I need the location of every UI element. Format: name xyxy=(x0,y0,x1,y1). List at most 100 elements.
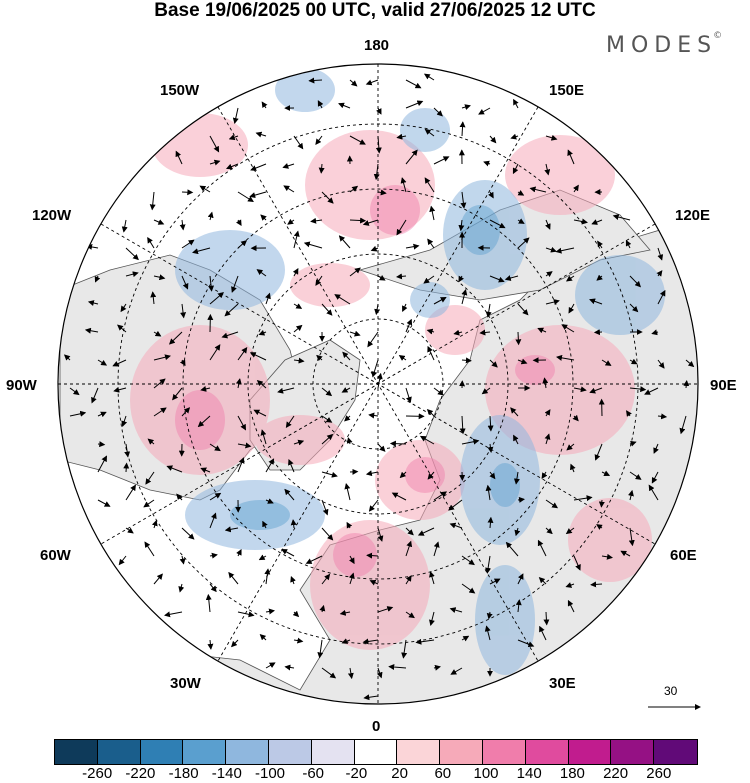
wind-vector xyxy=(125,527,134,534)
wind-vector xyxy=(293,637,304,644)
wind-vector xyxy=(250,163,267,171)
wind-vector xyxy=(461,635,470,642)
wind-vector xyxy=(264,568,271,585)
wind-vector xyxy=(594,443,603,461)
wind-vector xyxy=(433,156,450,165)
wind-vector xyxy=(225,163,239,170)
wind-vector xyxy=(657,289,666,305)
wind-vector xyxy=(388,664,407,671)
wind-vector xyxy=(308,77,323,84)
wind-vector xyxy=(419,435,435,445)
wind-vector xyxy=(87,300,99,306)
wind-vector xyxy=(517,358,528,365)
meridian-lines xyxy=(58,64,698,704)
colorbar-swatch xyxy=(183,740,227,764)
colorbar-swatch xyxy=(482,740,526,764)
wind-vector xyxy=(405,575,412,585)
wind-vector xyxy=(510,407,519,417)
wind-vector xyxy=(513,98,519,109)
wind-vector xyxy=(391,492,407,501)
wind-vector xyxy=(283,185,295,193)
wind-vector xyxy=(625,239,632,249)
wind-vector xyxy=(150,291,157,305)
wind-vector xyxy=(545,246,557,253)
colorbar-tick-label: -180 xyxy=(168,765,199,782)
wind-vector xyxy=(292,268,299,277)
wind-vector xyxy=(321,527,334,541)
wind-vector xyxy=(178,583,185,593)
wind-vector xyxy=(255,131,267,138)
wind-vector xyxy=(433,541,440,557)
wind-vector xyxy=(505,541,519,557)
wind-vector xyxy=(125,247,139,261)
wind-vector xyxy=(338,235,351,249)
wind-vector xyxy=(200,385,211,392)
wind-vector xyxy=(344,415,351,422)
wind-vector xyxy=(396,133,407,140)
wind-vector xyxy=(517,639,535,648)
wind-vector xyxy=(341,387,351,393)
wind-vector xyxy=(121,415,128,428)
colorbar-tick-label: -140 xyxy=(211,765,242,782)
colorbar-swatch xyxy=(568,740,612,764)
wind-vector xyxy=(377,274,386,281)
wind-vector xyxy=(175,150,183,165)
wind-vector xyxy=(517,496,525,503)
wind-vector xyxy=(172,387,183,401)
wind-vector xyxy=(545,271,553,278)
wind-vector xyxy=(629,303,639,313)
wind-vector xyxy=(147,236,155,249)
wind-vector xyxy=(479,329,491,336)
wind-vector xyxy=(362,638,379,645)
wind-vector xyxy=(459,121,466,137)
wind-vector xyxy=(153,378,166,389)
wind-vector xyxy=(515,331,522,346)
wind-vector xyxy=(113,386,127,393)
lon-label-30e: 30E xyxy=(549,675,576,692)
wind-vector xyxy=(344,483,351,501)
wind-vector xyxy=(484,625,491,641)
wind-vector xyxy=(573,386,587,393)
wind-vector xyxy=(256,379,267,389)
wind-vector xyxy=(253,409,267,417)
wind-vector xyxy=(293,303,303,309)
wind-vector xyxy=(401,639,408,659)
wind-vector xyxy=(321,573,331,585)
wind-vector xyxy=(402,303,408,313)
wind-vector xyxy=(485,484,492,501)
wind-vector xyxy=(315,275,323,286)
wind-vector xyxy=(153,407,167,417)
wind-vector xyxy=(487,443,494,453)
wind-vector xyxy=(612,214,631,221)
wind-vector xyxy=(537,539,547,557)
lon-label-30w: 30W xyxy=(170,675,201,692)
wind-vector xyxy=(318,163,325,174)
wind-vector xyxy=(349,135,366,145)
wind-vector xyxy=(117,324,127,333)
wind-vector xyxy=(303,241,323,249)
wind-vector xyxy=(231,639,239,648)
colorbar-swatch xyxy=(440,740,483,764)
wind-vector xyxy=(377,443,386,452)
wind-vector xyxy=(424,177,435,193)
wind-vector xyxy=(644,387,659,395)
wind-vector xyxy=(153,354,171,361)
wind-vector xyxy=(371,359,379,378)
wind-vector xyxy=(179,359,186,367)
wind-vector xyxy=(565,582,575,588)
wind-vector xyxy=(598,499,605,508)
wind-vector xyxy=(166,465,183,473)
colorbar-tick-label: -260 xyxy=(82,765,113,782)
wind-vector xyxy=(573,495,593,502)
wind-vector xyxy=(176,493,183,501)
wind-vector xyxy=(321,303,333,316)
wind-vector xyxy=(321,433,334,445)
wind-vector xyxy=(293,324,303,333)
wind-vector xyxy=(346,521,353,529)
wind-vector xyxy=(91,387,99,404)
wind-vector xyxy=(235,219,242,227)
wind-vector xyxy=(450,667,463,675)
wind-vector xyxy=(405,540,413,557)
positive-anomalies xyxy=(130,113,652,650)
